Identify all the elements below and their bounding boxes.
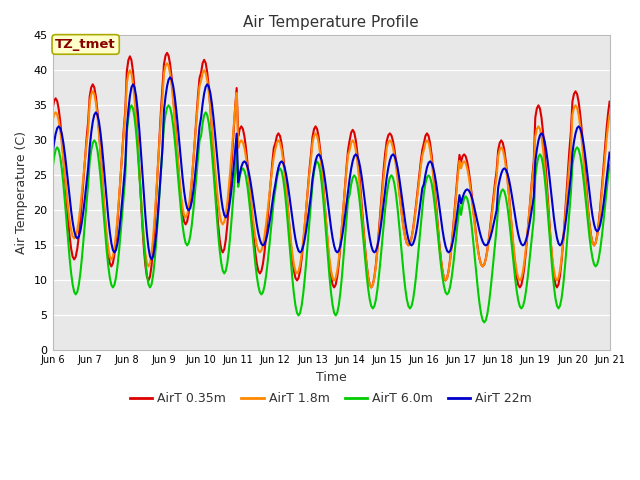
AirT 22m — [388, 153, 396, 159]
AirT 1.8m — [64, 204, 72, 210]
Y-axis label: Air Temperature (C): Air Temperature (C) — [15, 132, 28, 254]
AirT 1.8m — [367, 285, 375, 290]
AirT 6.0m — [367, 303, 375, 309]
AirT 6.0m — [386, 175, 394, 180]
AirT 1.8m — [49, 118, 56, 124]
AirT 1.8m — [400, 227, 408, 233]
AirT 6.0m — [541, 174, 548, 180]
AirT 6.0m — [154, 217, 161, 223]
AirT 0.35m — [49, 106, 56, 112]
AirT 1.8m — [605, 112, 613, 118]
AirT 22m — [49, 152, 56, 157]
AirT 22m — [605, 150, 613, 156]
AirT 1.8m — [152, 191, 160, 197]
AirT 6.0m — [398, 256, 406, 262]
AirT 6.0m — [49, 166, 56, 172]
X-axis label: Time: Time — [316, 371, 346, 384]
AirT 1.8m — [369, 282, 377, 288]
AirT 22m — [541, 138, 548, 144]
AirT 22m — [154, 213, 161, 218]
AirT 0.35m — [330, 285, 338, 290]
AirT 22m — [400, 209, 408, 215]
AirT 1.8m — [388, 139, 396, 145]
AirT 6.0m — [481, 320, 488, 325]
AirT 6.0m — [64, 237, 72, 243]
Title: Air Temperature Profile: Air Temperature Profile — [243, 15, 419, 30]
Line: AirT 6.0m: AirT 6.0m — [52, 105, 609, 323]
AirT 0.35m — [369, 282, 377, 288]
AirT 0.35m — [400, 226, 408, 232]
AirT 0.35m — [605, 99, 613, 105]
AirT 0.35m — [163, 50, 171, 56]
AirT 6.0m — [127, 102, 135, 108]
Line: AirT 1.8m: AirT 1.8m — [52, 63, 609, 288]
AirT 0.35m — [64, 216, 72, 222]
Line: AirT 0.35m: AirT 0.35m — [52, 53, 609, 288]
AirT 0.35m — [541, 148, 548, 154]
Text: TZ_tmet: TZ_tmet — [55, 38, 116, 51]
AirT 22m — [369, 248, 377, 253]
Legend: AirT 0.35m, AirT 1.8m, AirT 6.0m, AirT 22m: AirT 0.35m, AirT 1.8m, AirT 6.0m, AirT 2… — [125, 387, 537, 410]
AirT 6.0m — [605, 162, 613, 168]
AirT 1.8m — [541, 162, 548, 168]
AirT 22m — [148, 256, 156, 262]
AirT 22m — [64, 180, 72, 185]
AirT 1.8m — [163, 60, 171, 66]
AirT 22m — [166, 74, 174, 80]
AirT 0.35m — [152, 194, 160, 200]
AirT 0.35m — [388, 132, 396, 138]
Line: AirT 22m: AirT 22m — [52, 77, 609, 259]
